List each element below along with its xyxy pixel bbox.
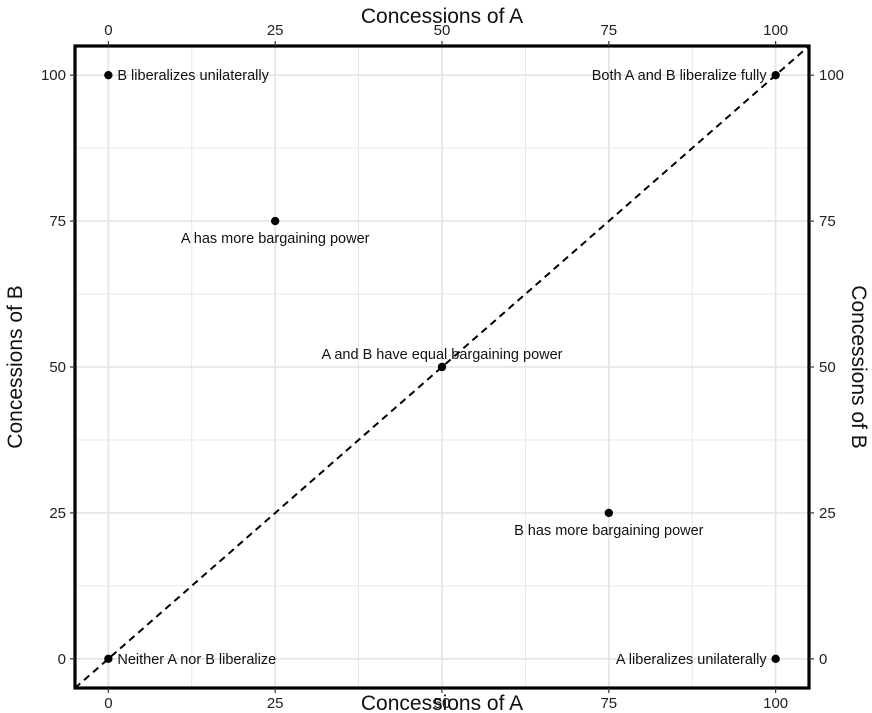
point-label: B liberalizes unilaterally xyxy=(117,68,269,84)
data-point xyxy=(104,654,113,664)
y-tick-label-right: 100 xyxy=(819,67,844,84)
x-axis-title-top: Concessions of A xyxy=(361,5,523,28)
gridlines xyxy=(75,46,809,688)
point-label: B has more bargaining power xyxy=(514,523,704,539)
x-tick-label-top: 100 xyxy=(763,22,788,39)
x-tick-label-bottom: 25 xyxy=(267,695,284,712)
point-label: A and B have equal bargaining power xyxy=(321,347,562,363)
tick-marks: 0 0 25 25 50 50 75 75 100 100 0 0 25 25 50 50 75 75 100 100 xyxy=(41,22,844,712)
point-labels: B liberalizes unilaterally Both A and B l… xyxy=(117,68,767,668)
x-axis-title-bottom: Concessions of A xyxy=(361,692,523,713)
y-axis-title-left: Concessions of B xyxy=(4,285,27,448)
y-tick-label-left: 50 xyxy=(49,359,66,376)
y-tick-label-right: 50 xyxy=(819,359,836,376)
x-tick-label-bottom: 100 xyxy=(763,695,788,712)
data-point xyxy=(437,362,447,372)
y-axis-title-right: Concessions of B xyxy=(847,285,870,448)
y-tick-label-right: 25 xyxy=(819,505,836,522)
x-tick-label-top: 0 xyxy=(104,22,112,39)
data-point xyxy=(771,654,780,664)
data-point xyxy=(771,70,780,80)
data-point xyxy=(104,70,113,80)
x-tick-label-top: 25 xyxy=(267,22,284,39)
x-tick-label-top: 75 xyxy=(600,22,617,39)
y-tick-label-right: 0 xyxy=(819,651,827,668)
reference-line-layer xyxy=(74,45,810,689)
x-tick-label-bottom: 0 xyxy=(104,695,112,712)
x-tick-label-bottom: 75 xyxy=(600,695,617,712)
x-tick-label-bottom: 50 xyxy=(434,695,451,712)
y-tick-label-left: 100 xyxy=(41,67,66,84)
diagonal-reference-line xyxy=(74,45,810,689)
point-label: A liberalizes unilaterally xyxy=(616,652,767,668)
data-point xyxy=(604,508,614,518)
y-tick-label-left: 75 xyxy=(49,213,66,230)
point-label: A has more bargaining power xyxy=(181,231,370,247)
data-point xyxy=(270,216,280,226)
point-label: Both A and B liberalize fully xyxy=(592,68,768,84)
x-tick-label-top: 50 xyxy=(434,22,451,39)
point-label: Neither A nor B liberalize xyxy=(117,652,276,668)
y-tick-label-right: 75 xyxy=(819,213,836,230)
y-tick-label-left: 25 xyxy=(49,505,66,522)
data-points xyxy=(104,70,780,664)
y-tick-label-left: 0 xyxy=(58,651,66,668)
